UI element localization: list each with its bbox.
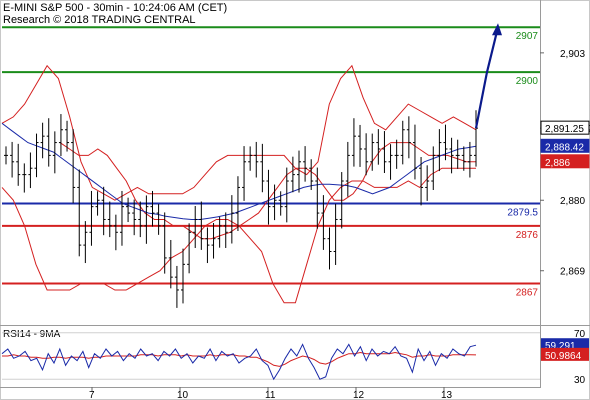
price-tick-label: 2,869 [560, 267, 585, 278]
price-badge-label: 2,891.25 [545, 124, 584, 135]
forecast-arrowhead [492, 23, 502, 36]
price-tick-label: 2,903 [560, 49, 585, 60]
price-badge [540, 154, 590, 169]
level-label: 2879.5 [507, 207, 538, 218]
ma-blue-line [1, 122, 477, 220]
price-badge [540, 120, 590, 135]
rsi-tick-label: 30 [574, 375, 586, 386]
rsi-ma-badge [541, 347, 589, 361]
forecast-arrow-line [474, 26, 500, 129]
time-tick-label: 12 [353, 390, 365, 400]
level-label: 2876 [516, 230, 539, 241]
price-badge-label: 2,886 [545, 158, 570, 169]
rsi-tick-label: 70 [574, 329, 586, 340]
rsi-title: RSI14 - 9MA [3, 329, 61, 340]
rsi-value-badge-label: 59.291 [545, 341, 576, 352]
level-label: 2900 [516, 76, 539, 87]
time-tick-label: 13 [441, 390, 453, 400]
rsi-ma-badge-label: 50.9864 [545, 351, 582, 362]
copyright-text: Research © 2018 TRADING CENTRAL [3, 14, 196, 26]
time-tick-label: 11 [265, 390, 276, 400]
rsi-ma-line [2, 351, 477, 367]
price-badge-label: 2,888.42 [545, 142, 584, 153]
rsi-line [1, 343, 477, 381]
time-tick-label: 7 [89, 390, 95, 400]
level-label: 2907 [516, 31, 539, 42]
chart-title: E-MINI S&P 500 - 30min - 10:24:06 AM (CE… [3, 2, 228, 14]
price-tick-label: 2,880 [560, 196, 585, 207]
bollinger-upper-line [1, 64, 477, 201]
time-tick-label: 10 [177, 390, 189, 400]
price-badge [540, 138, 590, 153]
level-label: 2867 [516, 288, 539, 299]
